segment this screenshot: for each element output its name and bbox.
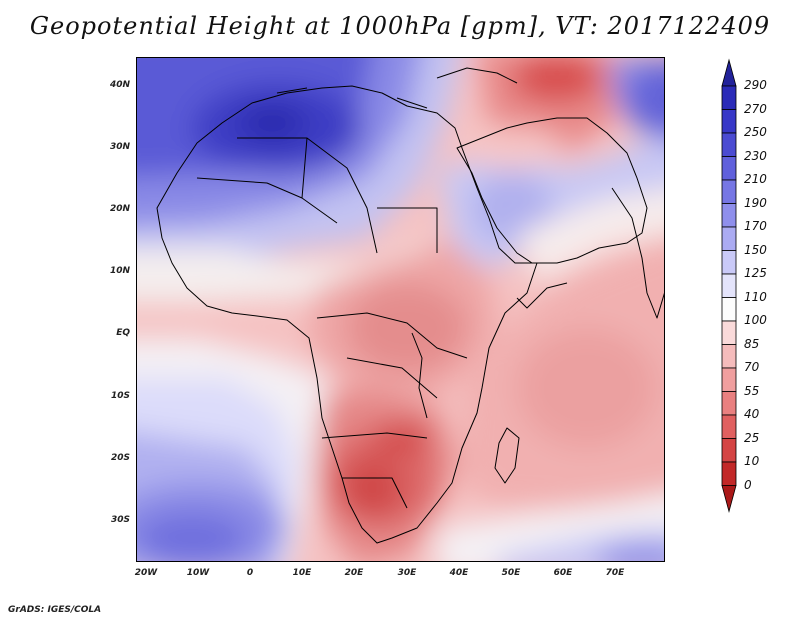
colorbar-arrow-bottom: [721, 485, 737, 514]
colorbar-label: 40: [744, 407, 760, 421]
lon-label: 30E: [397, 568, 417, 578]
colorbar-label: 55: [744, 383, 760, 398]
colorbar-label: 10: [744, 454, 760, 468]
colorbar: [721, 58, 737, 514]
lon-label: 20E: [344, 568, 364, 578]
colorbar-segment: [721, 438, 737, 463]
colorbar-segment: [721, 250, 737, 275]
colorbar-segment: [721, 297, 737, 322]
map-frame: [136, 57, 665, 562]
colorbar-label: 270: [744, 101, 767, 116]
colorbar-label: 125: [744, 266, 767, 280]
colorbar-segment: [721, 367, 737, 392]
colorbar-segment: [721, 179, 737, 204]
lat-label: 20S: [110, 453, 130, 463]
colorbar-label: 210: [744, 172, 767, 186]
chart-title: Geopotential Height at 1000hPa [gpm], VT…: [29, 12, 771, 40]
grads-credit: GrADS: IGES/COLA: [8, 605, 102, 615]
lon-label: 0: [246, 568, 254, 578]
colorbar-segment: [721, 391, 737, 416]
colorbar-segment: [721, 461, 737, 486]
colorbar-segment: [721, 85, 737, 110]
colorbar-segment: [721, 320, 737, 345]
lat-label: 10S: [110, 391, 130, 401]
colorbar-segment: [721, 226, 737, 251]
colorbar-label: 25: [744, 430, 760, 445]
colorbar-segment: [721, 156, 737, 181]
colorbar-label: 70: [744, 360, 760, 374]
colorbar-segment: [721, 132, 737, 157]
lon-label: 10E: [292, 568, 312, 578]
colorbar-segment: [721, 414, 737, 439]
lat-label: 40N: [109, 80, 130, 90]
colorbar-segment: [721, 344, 737, 369]
colorbar-segment: [721, 203, 737, 228]
lat-label: 10N: [109, 266, 130, 276]
field-shading: [137, 58, 664, 561]
colorbar-label: 0: [744, 477, 752, 492]
colorbar-label: 150: [744, 242, 767, 257]
colorbar-segment: [721, 109, 737, 134]
colorbar-segment: [721, 273, 737, 298]
lon-label: 20W: [134, 568, 158, 578]
colorbar-label: 230: [744, 148, 767, 163]
lon-label: 40E: [449, 568, 469, 578]
geopotential-map: [137, 58, 664, 561]
colorbar-arrow-top: [721, 58, 737, 87]
lon-label: 50E: [501, 568, 521, 578]
lon-label: 10W: [186, 568, 210, 578]
colorbar-label: 85: [744, 336, 760, 351]
lon-label: 70E: [605, 568, 625, 578]
coastlines: [156, 67, 664, 544]
lon-label: 60E: [553, 568, 573, 578]
colorbar-label: 110: [744, 289, 767, 304]
colorbar-label: 170: [744, 219, 767, 233]
lat-label: EQ: [116, 328, 130, 338]
colorbar-label: 290: [744, 78, 767, 92]
colorbar-label: 190: [744, 195, 767, 210]
colorbar-label: 250: [744, 125, 767, 139]
colorbar-label: 100: [744, 313, 767, 327]
lat-label: 30N: [109, 142, 130, 152]
lat-label: 20N: [109, 204, 130, 214]
lat-label: 30S: [110, 515, 130, 525]
